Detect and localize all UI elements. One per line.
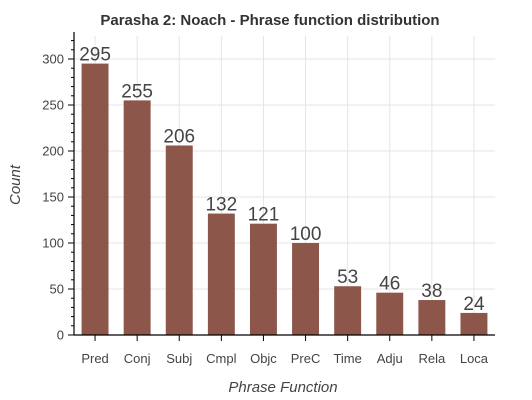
x-tick-label-adju: Adju <box>377 351 403 366</box>
bar-rela <box>418 300 446 335</box>
value-label-rela: 38 <box>421 281 442 302</box>
value-labels-layer: 295 255 206 132 121 100 53 46 38 24 <box>79 45 485 315</box>
axes-layer: 0 50 100 150 200 250 300 Pred Conj Subj Cmpl Objc Pr… <box>42 32 495 366</box>
y-tick-label: 0 <box>57 328 64 343</box>
bar-time <box>334 286 362 335</box>
x-axis-label: Phrase Function <box>228 379 337 396</box>
x-tick-label-pred: Pred <box>81 351 108 366</box>
y-tick-label: 150 <box>42 190 64 205</box>
value-label-conj: 255 <box>121 81 153 102</box>
x-tick-label-objc: Objc <box>250 351 277 366</box>
bar-objc <box>249 223 277 335</box>
value-label-pred: 295 <box>79 45 111 66</box>
y-tick-label: 200 <box>42 144 64 159</box>
bar-conj <box>123 100 151 336</box>
value-label-time: 53 <box>337 267 358 288</box>
x-tick-label-prec: PreC <box>291 351 321 366</box>
value-label-loca: 24 <box>463 294 485 315</box>
y-tick-label: 50 <box>50 282 64 297</box>
bar-prec <box>292 243 320 335</box>
value-label-adju: 46 <box>379 274 400 295</box>
y-tick-label: 250 <box>42 98 64 113</box>
value-label-cmpl: 132 <box>205 195 237 216</box>
bar-adju <box>376 292 404 335</box>
value-label-prec: 100 <box>290 224 322 245</box>
x-tick-label-cmpl: Cmpl <box>206 351 236 366</box>
x-tick-label-rela: Rela <box>418 351 446 366</box>
x-tick-label-time: Time <box>333 351 361 366</box>
y-axis-label: Count <box>7 164 24 205</box>
y-tick-label: 100 <box>42 236 64 251</box>
bar-cmpl <box>207 213 235 335</box>
bar-pred <box>81 63 109 335</box>
value-label-objc: 121 <box>248 205 280 226</box>
x-tick-label-conj: Conj <box>124 351 151 366</box>
value-label-subj: 206 <box>163 126 195 147</box>
bar-loca <box>460 312 488 335</box>
x-tick-label-subj: Subj <box>166 351 192 366</box>
chart-title: Parasha 2: Noach - Phrase function distr… <box>100 12 439 29</box>
y-tick-label: 300 <box>42 52 64 67</box>
bars-layer <box>81 63 488 336</box>
x-tick-label-loca: Loca <box>460 351 489 366</box>
bar-subj <box>165 145 193 335</box>
